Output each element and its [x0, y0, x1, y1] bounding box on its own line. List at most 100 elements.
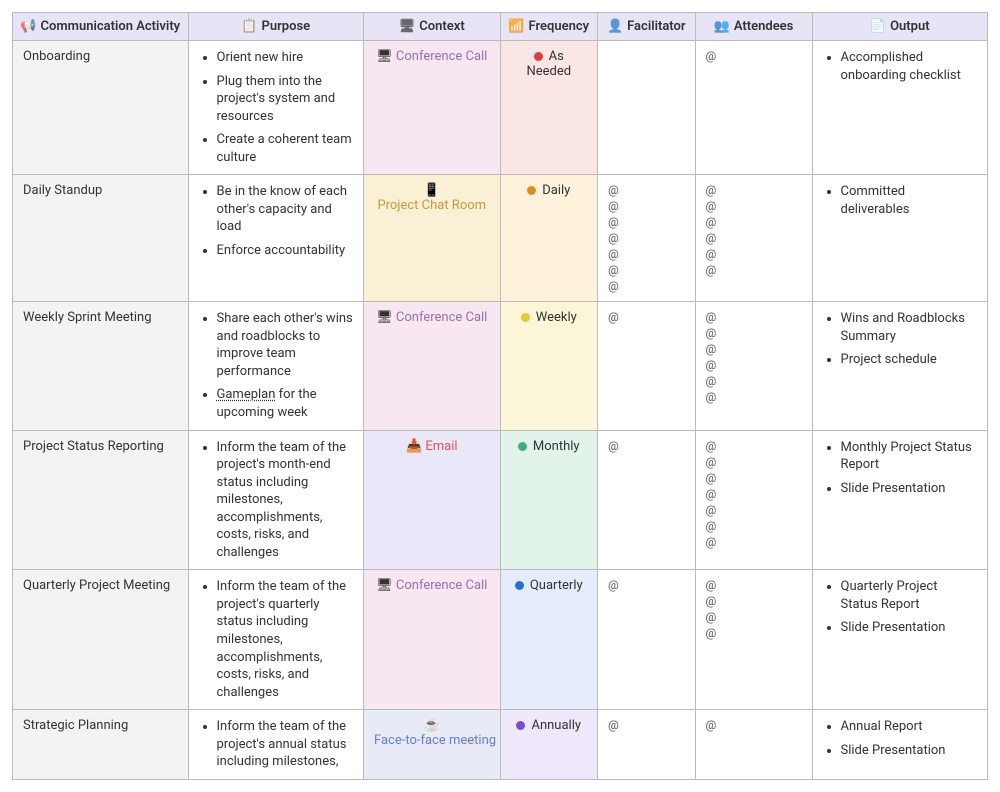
column-header-label: Facilitator	[627, 19, 685, 34]
column-header-activity[interactable]: 📢 Communication Activity	[13, 13, 189, 41]
mention-icon: @	[706, 626, 802, 640]
attendees-cell[interactable]: @@@@	[695, 570, 812, 710]
clipboard-icon: 📋	[241, 19, 257, 34]
purpose-item: Enforce accountability	[217, 242, 354, 260]
table-row: Quarterly Project MeetingInform the team…	[13, 570, 988, 710]
output-item: Accomplished onboarding checklist	[841, 49, 978, 84]
column-header-label: Output	[890, 19, 930, 34]
mention-icon: @	[706, 471, 802, 485]
context-icon: 🖥	[399, 19, 416, 34]
facilitator-cell[interactable]: @	[598, 570, 696, 710]
context-cell[interactable]: 📱 Project Chat Room	[364, 175, 501, 302]
frequency-icon: 📶	[508, 19, 524, 34]
mention-icon: @	[706, 49, 802, 63]
column-header-output[interactable]: 📄 Output	[812, 13, 988, 41]
mention-icon: @	[608, 439, 685, 453]
document-icon: 📄	[870, 19, 886, 34]
person-icon: 👤	[607, 19, 623, 34]
phone-icon: 📱	[424, 183, 440, 198]
mention-icon: @	[706, 455, 802, 469]
purpose-cell[interactable]: Share each other's wins and roadblocks t…	[188, 302, 364, 430]
facilitator-cell[interactable]: @	[598, 430, 696, 570]
column-header-attendees[interactable]: 👥 Attendees	[695, 13, 812, 41]
mention-icon: @	[706, 247, 802, 261]
context-label: Conference Call	[396, 578, 487, 593]
column-header-label: Attendees	[734, 19, 794, 34]
column-header-purpose[interactable]: 📋 Purpose	[188, 13, 364, 41]
mention-icon: @	[706, 326, 802, 340]
frequency-label: Quarterly	[530, 578, 583, 593]
mention-icon: @	[706, 183, 802, 197]
mention-icon: @	[706, 231, 802, 245]
attendees-cell[interactable]: @@@@@@	[695, 175, 812, 302]
facilitator-cell[interactable]: @	[598, 710, 696, 780]
mention-icon: @	[706, 358, 802, 372]
context-label: Conference Call	[396, 49, 487, 64]
frequency-label: As Needed	[526, 49, 571, 79]
output-cell[interactable]: Wins and Roadblocks SummaryProject sched…	[812, 302, 988, 430]
purpose-cell[interactable]: Orient new hirePlug them into the projec…	[188, 41, 364, 175]
context-cell[interactable]: 🖥 Conference Call	[364, 41, 501, 175]
purpose-item: Inform the team of the project's annual …	[217, 718, 354, 771]
output-cell[interactable]: Annual ReportSlide Presentation	[812, 710, 988, 780]
mention-icon: @	[706, 519, 802, 533]
activity-cell[interactable]: Onboarding	[13, 41, 189, 175]
monitor-icon: 🖥	[376, 49, 396, 64]
frequency-cell[interactable]: Weekly	[500, 302, 598, 430]
frequency-cell[interactable]: Daily	[500, 175, 598, 302]
attendees-cell[interactable]: @@@@@@	[695, 302, 812, 430]
output-cell[interactable]: Monthly Project Status ReportSlide Prese…	[812, 430, 988, 570]
activity-cell[interactable]: Strategic Planning	[13, 710, 189, 780]
purpose-item: Create a coherent team culture	[217, 131, 354, 166]
purpose-cell[interactable]: Inform the team of the project's month-e…	[188, 430, 364, 570]
purpose-cell[interactable]: Be in the know of each other's capacity …	[188, 175, 364, 302]
column-header-frequency[interactable]: 📶Frequency	[500, 13, 598, 41]
mention-icon: @	[706, 310, 802, 324]
frequency-label: Weekly	[536, 310, 577, 325]
frequency-label: Annually	[531, 718, 581, 733]
activity-cell[interactable]: Weekly Sprint Meeting	[13, 302, 189, 430]
output-cell[interactable]: Committed deliverables	[812, 175, 988, 302]
mention-icon: @	[608, 310, 685, 324]
context-cell[interactable]: ☕ Face-to-face meeting	[364, 710, 501, 780]
activity-cell[interactable]: Quarterly Project Meeting	[13, 570, 189, 710]
activity-cell[interactable]: Project Status Reporting	[13, 430, 189, 570]
purpose-cell[interactable]: Inform the team of the project's annual …	[188, 710, 364, 780]
context-cell[interactable]: 🖥 Conference Call	[364, 570, 501, 710]
people-icon: 👥	[714, 19, 730, 34]
attendees-cell[interactable]: @	[695, 710, 812, 780]
column-header-facilitator[interactable]: 👤 Facilitator	[598, 13, 696, 41]
attendees-cell[interactable]: @@@@@@@	[695, 430, 812, 570]
mention-icon: @	[706, 487, 802, 501]
output-cell[interactable]: Accomplished onboarding checklist	[812, 41, 988, 175]
frequency-dot-icon	[534, 52, 543, 61]
column-header-context[interactable]: 🖥Context	[364, 13, 501, 41]
output-cell[interactable]: Quarterly Project Status ReportSlide Pre…	[812, 570, 988, 710]
frequency-cell[interactable]: Monthly	[500, 430, 598, 570]
column-header-label: Purpose	[262, 19, 311, 34]
context-label: Conference Call	[396, 310, 487, 325]
column-header-label: Communication Activity	[41, 19, 181, 34]
mention-icon: @	[608, 183, 685, 197]
context-cell[interactable]: 📥 Email	[364, 430, 501, 570]
mention-icon: @	[706, 503, 802, 517]
frequency-cell[interactable]: Annually	[500, 710, 598, 780]
activity-cell[interactable]: Daily Standup	[13, 175, 189, 302]
mention-icon: @	[706, 610, 802, 624]
facilitator-cell[interactable]: @@@@@@@	[598, 175, 696, 302]
frequency-dot-icon	[518, 442, 527, 451]
output-item: Committed deliverables	[841, 183, 978, 218]
table-row: Project Status ReportingInform the team …	[13, 430, 988, 570]
mention-icon: @	[706, 374, 802, 388]
facilitator-cell[interactable]	[598, 41, 696, 175]
attendees-cell[interactable]: @	[695, 41, 812, 175]
frequency-cell[interactable]: As Needed	[500, 41, 598, 175]
mention-icon: @	[608, 718, 685, 732]
megaphone-icon: 📢	[20, 19, 36, 34]
purpose-cell[interactable]: Inform the team of the project's quarter…	[188, 570, 364, 710]
frequency-cell[interactable]: Quarterly	[500, 570, 598, 710]
mention-icon: @	[706, 594, 802, 608]
facilitator-cell[interactable]: @	[598, 302, 696, 430]
purpose-item: Gameplan for the upcoming week	[217, 386, 354, 421]
context-cell[interactable]: 🖥 Conference Call	[364, 302, 501, 430]
